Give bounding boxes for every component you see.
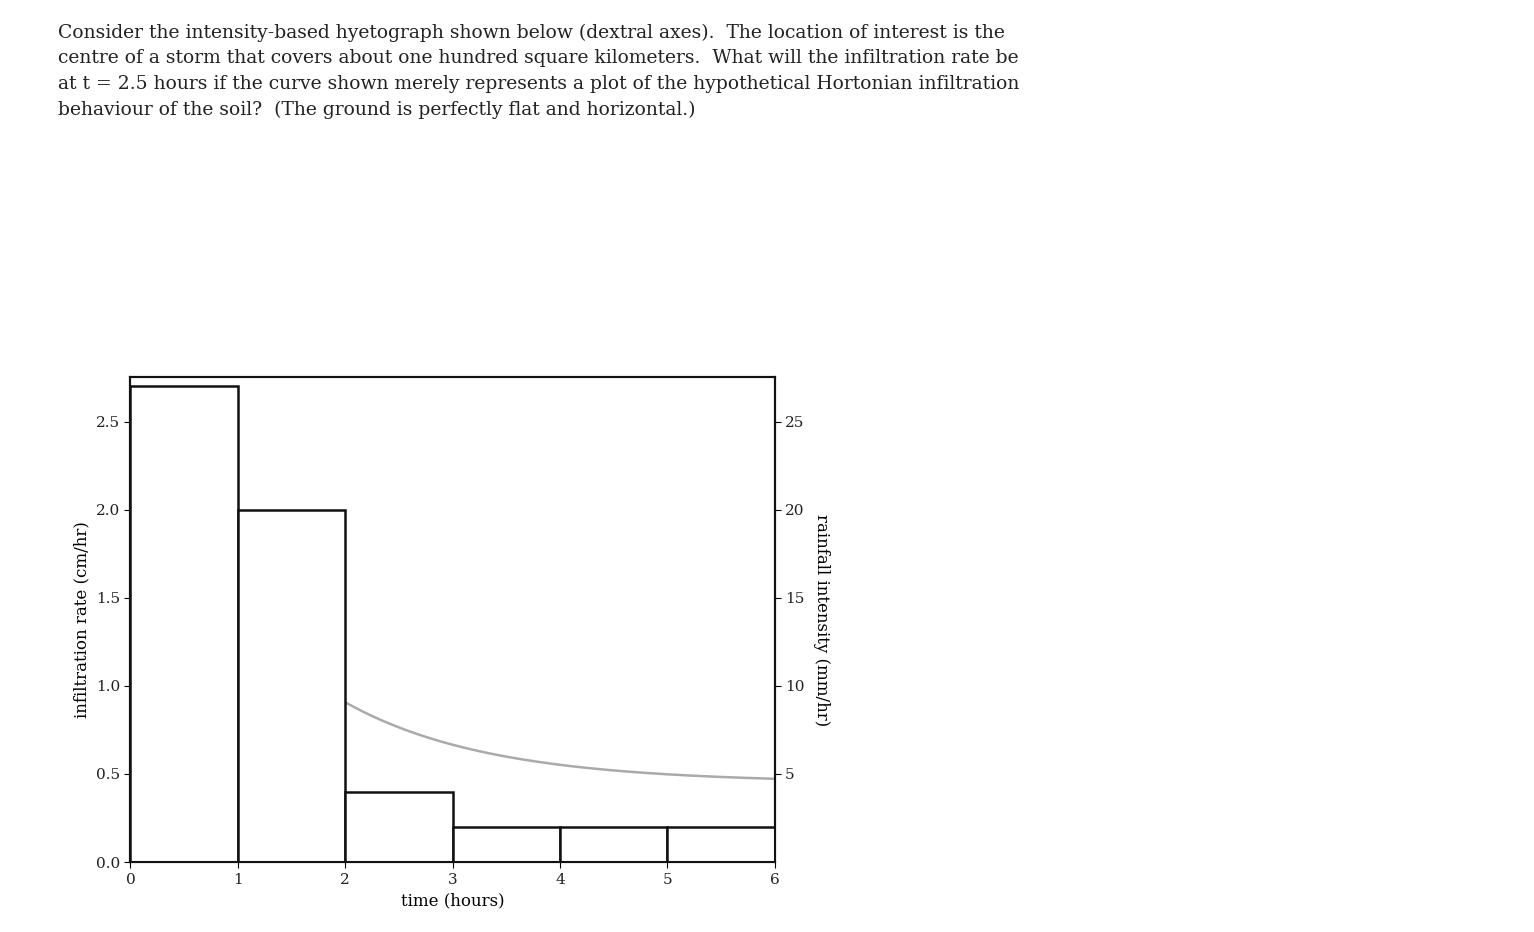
- Bar: [130, 386, 238, 862]
- Y-axis label: rainfall intensity (mm/hr): rainfall intensity (mm/hr): [813, 514, 830, 726]
- Bar: [238, 510, 345, 862]
- Bar: [453, 827, 560, 862]
- Bar: [345, 791, 453, 862]
- Y-axis label: infiltration rate (cm/hr): infiltration rate (cm/hr): [74, 521, 91, 719]
- Text: Consider the intensity-based hyetograph shown below (dextral axes).  The locatio: Consider the intensity-based hyetograph …: [58, 23, 1020, 119]
- Bar: [560, 827, 667, 862]
- X-axis label: time (hours): time (hours): [400, 892, 505, 909]
- Bar: [667, 827, 775, 862]
